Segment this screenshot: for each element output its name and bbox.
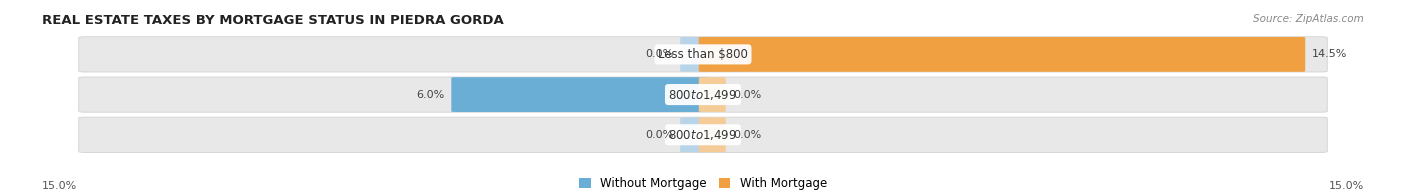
FancyBboxPatch shape: [79, 77, 1327, 112]
FancyBboxPatch shape: [451, 77, 707, 112]
Text: $800 to $1,499: $800 to $1,499: [668, 88, 738, 102]
Text: 0.0%: 0.0%: [733, 90, 761, 100]
Text: 0.0%: 0.0%: [733, 130, 761, 140]
Text: Source: ZipAtlas.com: Source: ZipAtlas.com: [1253, 14, 1364, 24]
Text: REAL ESTATE TAXES BY MORTGAGE STATUS IN PIEDRA GORDA: REAL ESTATE TAXES BY MORTGAGE STATUS IN …: [42, 14, 503, 27]
FancyBboxPatch shape: [79, 117, 1327, 152]
Text: Less than $800: Less than $800: [658, 48, 748, 61]
Text: 6.0%: 6.0%: [416, 90, 444, 100]
Text: 0.0%: 0.0%: [645, 49, 673, 59]
Text: 15.0%: 15.0%: [42, 181, 77, 191]
FancyBboxPatch shape: [681, 117, 707, 152]
FancyBboxPatch shape: [79, 37, 1327, 72]
FancyBboxPatch shape: [699, 37, 1305, 72]
FancyBboxPatch shape: [681, 37, 707, 72]
Text: 0.0%: 0.0%: [645, 130, 673, 140]
Legend: Without Mortgage, With Mortgage: Without Mortgage, With Mortgage: [579, 177, 827, 190]
Text: 14.5%: 14.5%: [1312, 49, 1347, 59]
FancyBboxPatch shape: [699, 117, 725, 152]
Text: $800 to $1,499: $800 to $1,499: [668, 128, 738, 142]
Text: 15.0%: 15.0%: [1329, 181, 1364, 191]
FancyBboxPatch shape: [699, 77, 725, 112]
